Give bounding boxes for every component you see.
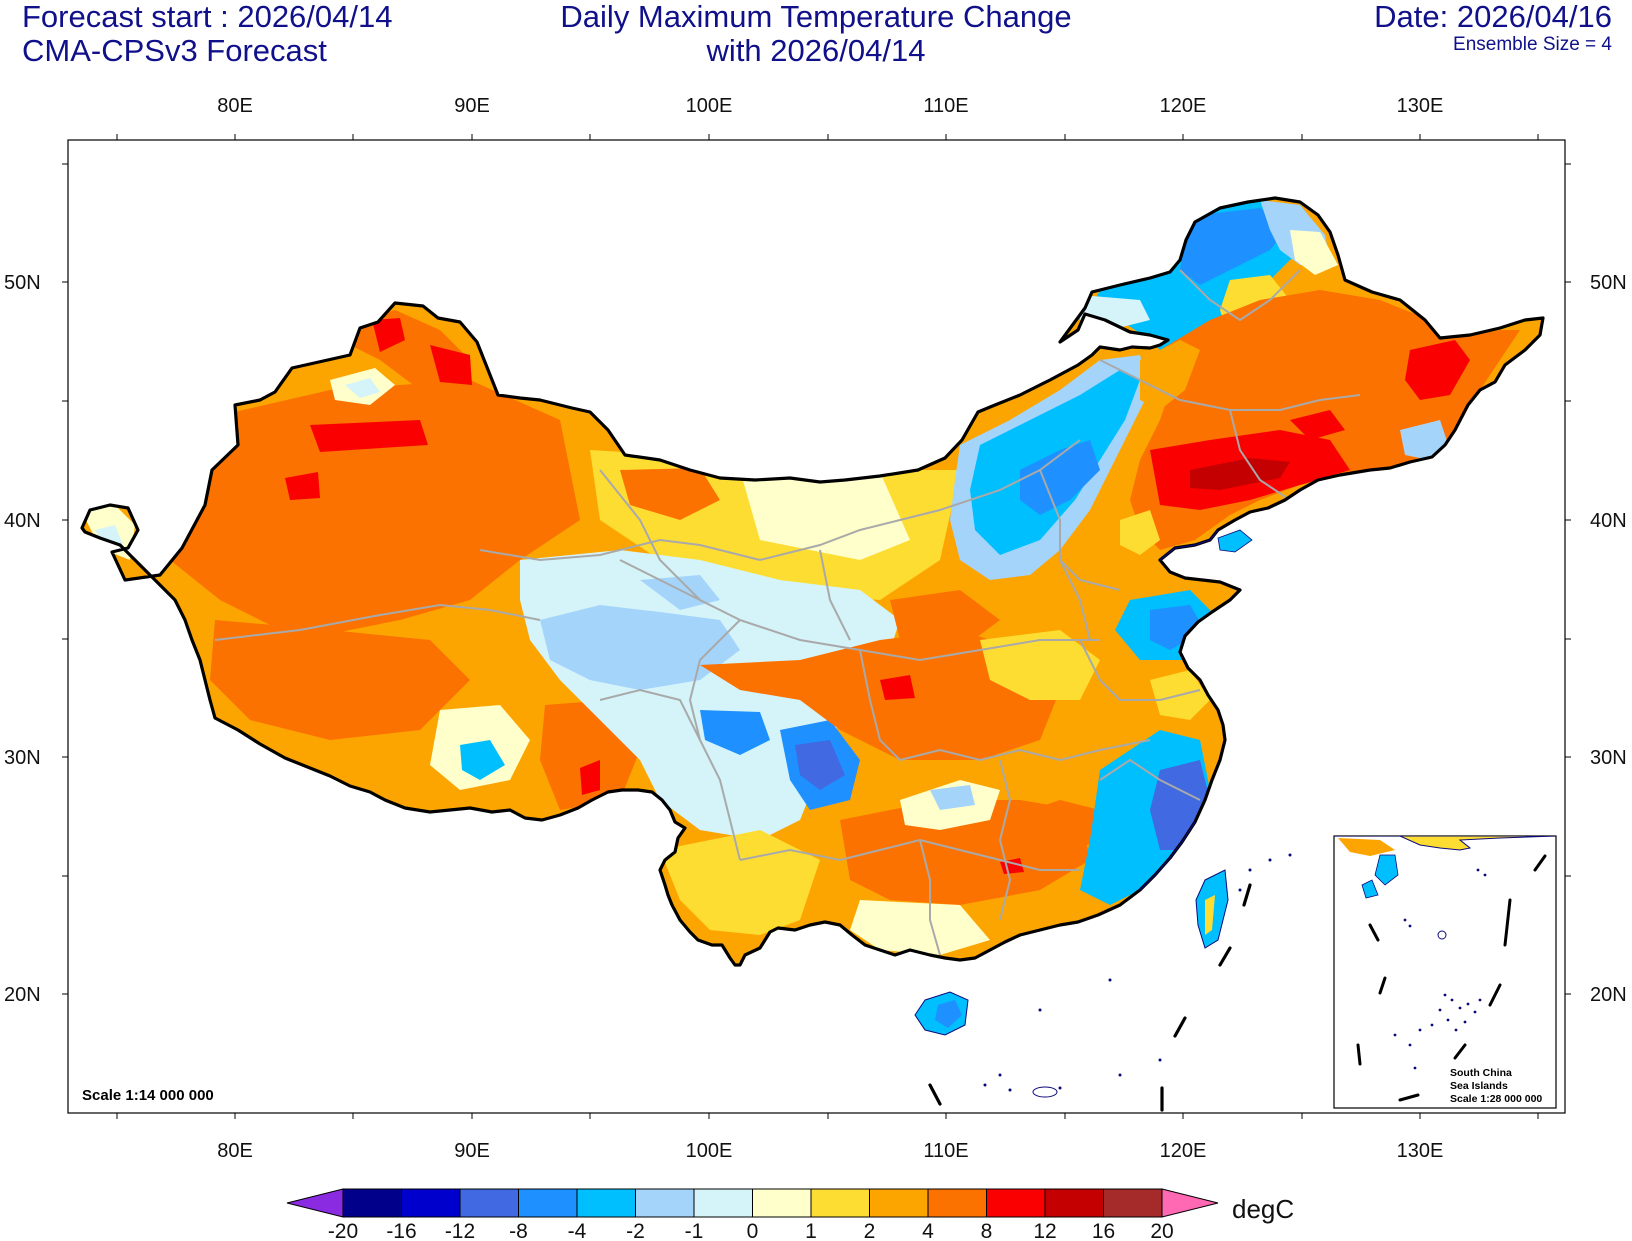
- lat-label: 30N: [4, 747, 41, 769]
- lon-label: 130E: [1397, 1140, 1444, 1162]
- colorbar-level-label: 20: [1150, 1220, 1173, 1241]
- colorbar-box: [810, 1188, 870, 1218]
- inset-title-line-2: Sea Islands: [1450, 1080, 1508, 1092]
- colorbar-box: [986, 1188, 1046, 1218]
- colorbar-level-label: -1: [685, 1220, 704, 1241]
- title-line-1: Daily Maximum Temperature Change: [560, 0, 1072, 34]
- axis-ticks: [62, 134, 1571, 1119]
- lat-labels-left: 50N 40N 30N 20N: [4, 272, 41, 1006]
- ensemble-label: Ensemble Size = 4: [1453, 34, 1612, 55]
- lon-label: 110E: [923, 95, 968, 117]
- header-left: Forecast start : 2026/04/14 CMA-CPSv3 Fo…: [22, 0, 393, 68]
- lat-label: 20N: [4, 984, 41, 1006]
- lon-labels-top: 80E 90E 100E 110E 120E 130E: [217, 95, 1443, 117]
- lon-label: 80E: [217, 1140, 253, 1162]
- lon-label: 100E: [686, 95, 733, 117]
- colorbar-box: [459, 1188, 519, 1218]
- lat-label: 20N: [1590, 984, 1627, 1006]
- colorbar-unit: degC: [1232, 1194, 1294, 1224]
- colorbar-box: [401, 1188, 461, 1218]
- colorbar-box: [635, 1188, 695, 1218]
- lon-labels-bottom: 80E 90E 100E 110E 120E 130E: [217, 1140, 1443, 1162]
- taiwan-warm-patch: [1205, 895, 1215, 935]
- colorbar-level-label: -16: [386, 1220, 416, 1241]
- colorbar-box: [1103, 1188, 1163, 1218]
- lon-label: 100E: [686, 1140, 733, 1162]
- header-right: Date: 2026/04/16 Ensemble Size = 4: [1374, 0, 1612, 56]
- scattered-islands: [983, 853, 1292, 1098]
- lat-labels-right: 50N 40N 30N 20N: [1590, 272, 1627, 1006]
- colorbar-level-label: -4: [568, 1220, 587, 1241]
- colorbar-box: [342, 1188, 402, 1218]
- inset-title-line-1: South China: [1450, 1067, 1512, 1079]
- liaodong-coast: [1217, 529, 1253, 553]
- lat-label: 40N: [4, 510, 41, 532]
- lat-label: 50N: [1590, 272, 1627, 294]
- lon-label: 90E: [454, 1140, 490, 1162]
- colorbar-level-label: 16: [1092, 1220, 1115, 1241]
- colorbar-box: [869, 1188, 929, 1218]
- province-boundaries: [214, 269, 1361, 956]
- colorbar-level-label: -8: [509, 1220, 528, 1241]
- model-label: CMA-CPSv3 Forecast: [22, 33, 327, 68]
- map-title: Daily Maximum Temperature Change with 20…: [0, 0, 1632, 68]
- colorbar: -20 -16 -12 -8 -4 -2 -1 0 1 2 4 8 12 16 20 degC: [286, 1188, 1294, 1241]
- inset-south-china-sea: South China Sea Islands Scale 1:28 000 0…: [1333, 835, 1557, 1109]
- lat-label: 30N: [1590, 747, 1627, 769]
- colorbar-level-label: 4: [922, 1220, 934, 1241]
- lat-label: 40N: [1590, 510, 1627, 532]
- colorbar-level-label: 0: [747, 1220, 759, 1241]
- colorbar-box: [576, 1188, 636, 1218]
- colorbar-box: [1044, 1188, 1104, 1218]
- forecast-start-label: Forecast start : 2026/04/14: [22, 0, 393, 34]
- colorbar-level-label: -20: [328, 1220, 358, 1241]
- colorbar-level-label: -12: [445, 1220, 475, 1241]
- inset-frame: [1333, 835, 1557, 1109]
- lon-label: 80E: [217, 95, 253, 117]
- colorbar-box: [518, 1188, 578, 1218]
- colorbar-level-label: 8: [981, 1220, 993, 1241]
- map-scale-label: Scale 1:14 000 000: [82, 1087, 214, 1104]
- colorbar-level-label: -2: [626, 1220, 645, 1241]
- lon-label: 90E: [454, 95, 490, 117]
- lon-label: 130E: [1397, 95, 1444, 117]
- colorbar-left-triangle: [286, 1188, 344, 1218]
- lon-label: 110E: [923, 1140, 968, 1162]
- lon-label: 120E: [1160, 1140, 1207, 1162]
- colorbar-level-label: 2: [864, 1220, 876, 1241]
- hainan-cool-patch: [935, 1000, 962, 1028]
- lat-label: 50N: [4, 272, 41, 294]
- title-line-2: with 2026/04/14: [706, 33, 926, 68]
- coastline: [1139, 529, 1219, 891]
- colorbar-right-triangle: [1161, 1188, 1219, 1218]
- colorbar-box: [693, 1188, 753, 1218]
- colorbar-box: [927, 1188, 987, 1218]
- lon-label: 120E: [1160, 95, 1207, 117]
- dash-line-main: [928, 883, 1252, 1112]
- colorbar-box: [752, 1188, 812, 1218]
- date-label: Date: 2026/04/16: [1374, 0, 1612, 34]
- colorbar-level-label: 1: [805, 1220, 817, 1241]
- inset-scale-label: Scale 1:28 000 000: [1450, 1093, 1542, 1105]
- colorbar-level-label: 12: [1033, 1220, 1056, 1241]
